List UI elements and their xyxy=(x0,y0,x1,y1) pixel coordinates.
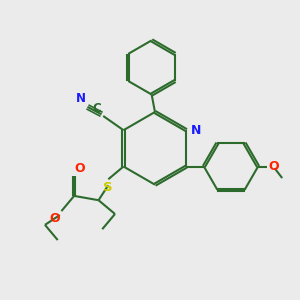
Text: O: O xyxy=(75,162,86,175)
Text: C: C xyxy=(93,102,102,115)
Text: N: N xyxy=(190,124,201,137)
Text: O: O xyxy=(49,212,60,225)
Text: S: S xyxy=(103,181,112,194)
Text: N: N xyxy=(76,92,86,105)
Text: O: O xyxy=(268,160,279,173)
